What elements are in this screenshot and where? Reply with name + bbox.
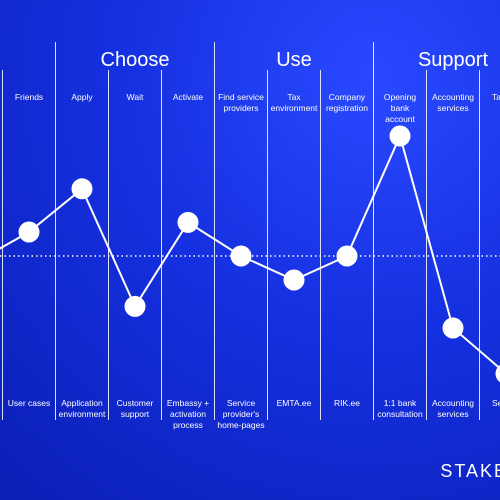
journey-point (336, 245, 358, 267)
stage-label: Find service providers (218, 92, 264, 113)
journey-point (18, 221, 40, 243)
stage-label: Opening bank account (383, 92, 417, 124)
journey-point (442, 317, 464, 339)
stage-label: Ta qu (492, 92, 500, 102)
section-title: Support (417, 49, 489, 71)
touchpoint-label: EMTA.ee (276, 398, 312, 408)
touchpoint-label: Customer support (116, 398, 154, 419)
stage-label: Accounting services (431, 92, 475, 113)
watermark: STAKE (440, 461, 500, 481)
touchpoint-label: 1:1 bank consultation (377, 398, 423, 419)
journey-point (230, 245, 252, 267)
stage-label: Tax environment (270, 92, 318, 113)
journey-point (283, 269, 305, 291)
journey-point (124, 295, 146, 317)
touchpoint-label: Application environment (58, 398, 106, 419)
touchpoint-label: Embassy + activation process (166, 398, 210, 430)
touchpoint-label: RIK.ee (334, 398, 360, 408)
stage-label: Activate (172, 92, 204, 102)
journey-point (495, 364, 500, 383)
stage-label: Apply (71, 92, 93, 102)
touchpoint-label: Accounting services (431, 398, 475, 419)
journey-point (71, 178, 93, 200)
journey-point (177, 211, 199, 233)
touchpoint-label: Service provider's home-pages (217, 398, 265, 430)
section-title: Choose (100, 49, 170, 71)
section-title: Use (276, 49, 312, 71)
touchpoint-label: User cases (7, 398, 51, 408)
stage-label: Company registration (325, 92, 369, 113)
stage-label: Friends (14, 92, 44, 102)
journey-point (389, 125, 411, 147)
stage-label: Wait (126, 92, 144, 102)
touchpoint-label: Se pr cons (492, 398, 500, 408)
